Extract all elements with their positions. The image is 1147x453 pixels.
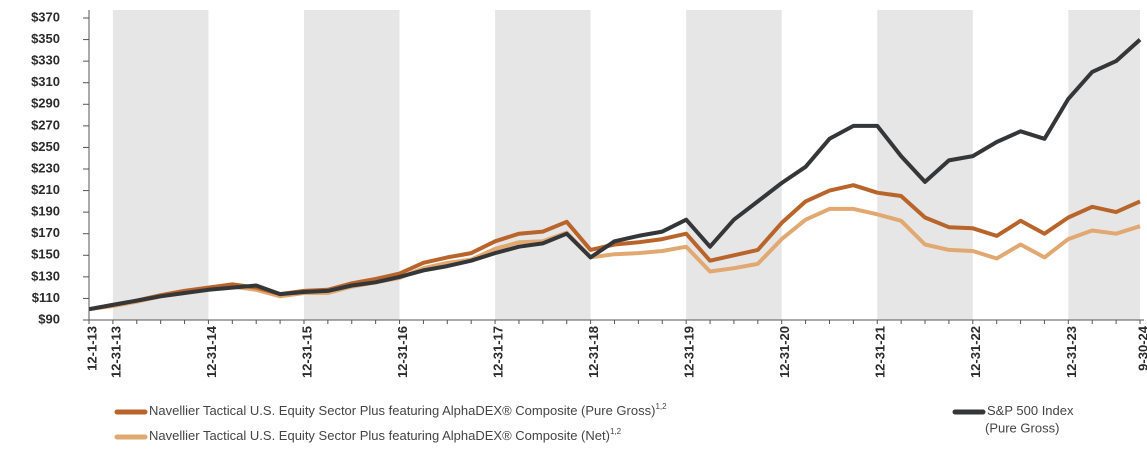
series-line [88, 183, 1141, 312]
band [303, 10, 400, 320]
x-tick-label: 12-31-17 [491, 326, 506, 378]
x-tick-label: 12-31-19 [682, 326, 697, 378]
x-tick-label: 12-31-16 [395, 326, 410, 378]
legend-footnote: 1,2 [610, 427, 622, 436]
y-tick-label: $110 [32, 290, 60, 305]
legend-label: S&P 500 Index [987, 403, 1074, 418]
x-tick-label: 12-31-22 [968, 326, 983, 378]
y-tick-label: $350 [31, 31, 60, 46]
y-tick-label: $150 [31, 247, 60, 262]
y-tick-label: $270 [31, 117, 60, 132]
legend-name: Navellier Tactical U.S. Equity Sector Pl… [149, 428, 610, 443]
y-tick-label: $170 [31, 225, 60, 240]
legend-label: Navellier Tactical U.S. Equity Sector Pl… [149, 427, 622, 443]
y-tick-label: $290 [31, 96, 60, 111]
x-tick-label: 12-31-13 [108, 326, 123, 378]
legend-name: Navellier Tactical U.S. Equity Sector Pl… [149, 403, 655, 418]
x-tick-label: 12-31-14 [204, 325, 219, 378]
y-tick-label: $250 [31, 139, 60, 154]
x-tick-label: 9-30-24 [1135, 325, 1147, 371]
y-tick-label: $130 [31, 268, 60, 283]
band [686, 10, 782, 320]
x-tick-label: 12-31-23 [1064, 326, 1079, 378]
series-line [88, 38, 1142, 312]
band [495, 10, 591, 320]
legend-name: S&P 500 Index [987, 403, 1074, 418]
y-tick-label: $190 [31, 204, 60, 219]
y-tick-label: $330 [31, 53, 60, 68]
band [877, 10, 973, 320]
y-tick-label: $230 [31, 160, 60, 175]
series-line [88, 206, 1141, 312]
y-tick-label: $310 [31, 74, 60, 89]
legend-note: (Pure Gross) [985, 420, 1059, 435]
y-tick-label: $370 [31, 9, 60, 24]
x-tick-label: 12-31-15 [299, 326, 314, 378]
band [112, 10, 209, 320]
y-tick-label: $90 [38, 311, 60, 326]
legend-label: Navellier Tactical U.S. Equity Sector Pl… [149, 402, 667, 418]
band [1068, 10, 1140, 320]
x-tick-label: 12-31-21 [873, 326, 888, 378]
x-tick-label: 12-1-13 [84, 326, 99, 371]
y-tick-label: $210 [31, 182, 60, 197]
x-tick-label: 12-31-18 [586, 326, 601, 378]
legend-footnote: 1,2 [655, 402, 667, 411]
x-tick-label: 12-31-20 [777, 326, 792, 378]
